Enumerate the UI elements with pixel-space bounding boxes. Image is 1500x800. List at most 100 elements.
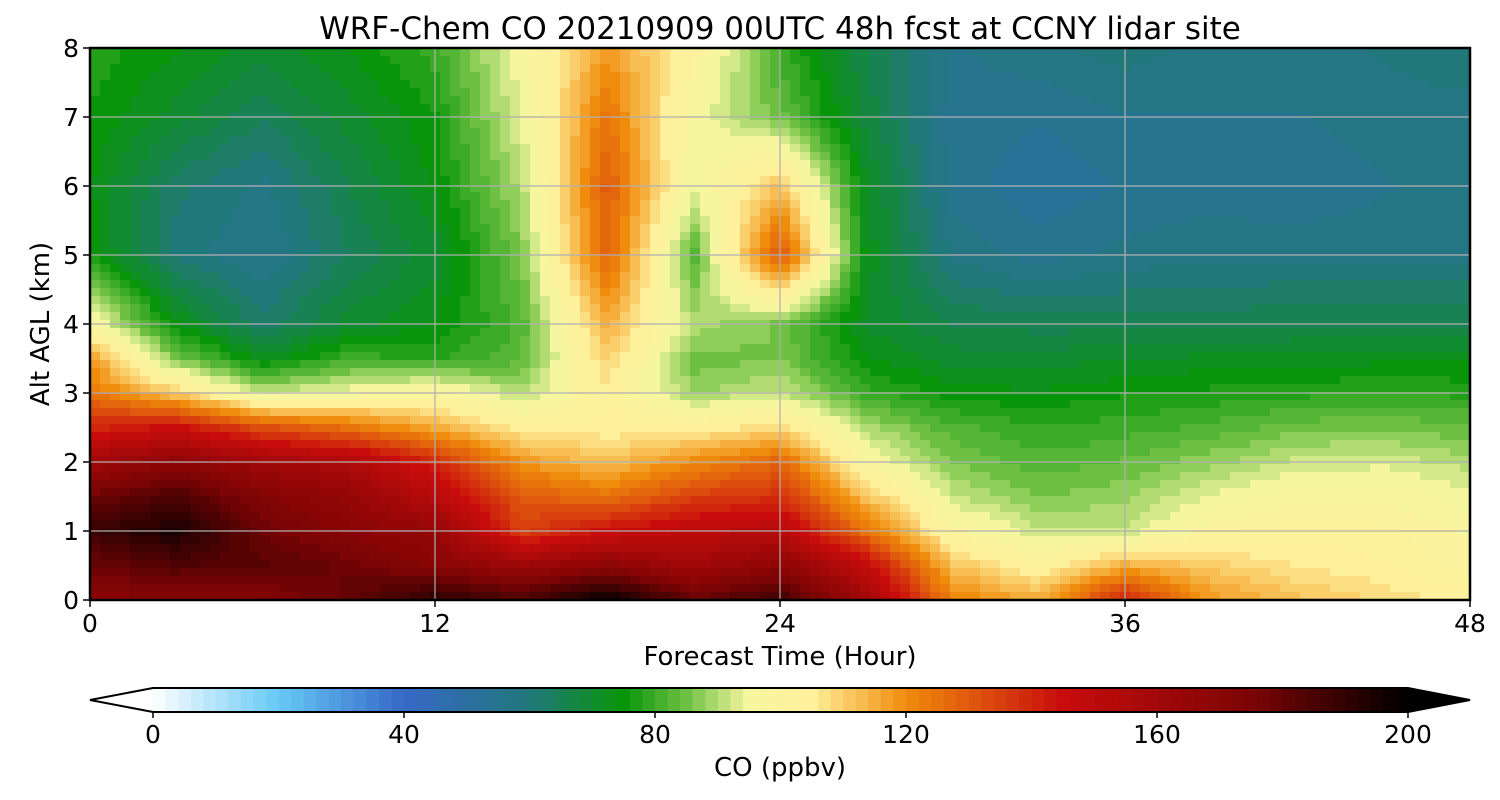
field-cell xyxy=(170,160,181,169)
field-cell xyxy=(1180,200,1191,209)
field-cell xyxy=(180,104,191,113)
field-cell xyxy=(810,88,821,97)
field-cell xyxy=(540,272,551,281)
field-cell xyxy=(140,216,151,225)
field-cell xyxy=(1330,176,1341,185)
field-cell xyxy=(980,168,991,177)
field-cell xyxy=(1200,240,1211,249)
field-cell xyxy=(440,304,451,313)
field-cell xyxy=(700,56,711,65)
field-cell xyxy=(450,144,461,153)
field-cell xyxy=(200,120,211,129)
field-cell xyxy=(730,192,741,201)
field-cell xyxy=(510,256,521,265)
field-cell xyxy=(700,240,711,249)
field-cell xyxy=(1110,56,1121,65)
field-cell xyxy=(1300,280,1311,289)
field-cell xyxy=(780,224,791,233)
field-cell xyxy=(1040,80,1051,89)
field-cell xyxy=(760,232,771,241)
field-cell xyxy=(450,224,461,233)
field-cell xyxy=(1080,56,1091,65)
field-cell xyxy=(1210,168,1221,177)
field-cell xyxy=(1160,72,1171,81)
field-cell xyxy=(520,288,531,297)
field-cell xyxy=(670,104,681,113)
field-cell xyxy=(920,144,931,153)
field-cell xyxy=(830,232,841,241)
field-cell xyxy=(1230,168,1241,177)
field-cell xyxy=(1320,248,1331,257)
field-cell xyxy=(1240,112,1251,121)
field-cell xyxy=(690,328,701,337)
field-cell xyxy=(760,88,771,97)
field-cell xyxy=(1420,48,1431,57)
field-cell xyxy=(1260,64,1271,73)
field-cell xyxy=(990,64,1001,73)
field-cell xyxy=(600,240,611,249)
field-cell xyxy=(710,168,721,177)
field-cell xyxy=(1420,296,1431,305)
field-cell xyxy=(460,304,471,313)
field-cell xyxy=(980,296,991,305)
field-cell xyxy=(1260,240,1271,249)
field-cell xyxy=(800,80,811,89)
field-cell xyxy=(720,88,731,97)
field-cell xyxy=(930,72,941,81)
field-cell xyxy=(930,112,941,121)
field-cell xyxy=(1140,72,1151,81)
field-cell xyxy=(90,216,101,225)
field-cell xyxy=(200,104,211,113)
field-cell xyxy=(220,256,231,265)
field-cell xyxy=(1330,120,1341,129)
field-cell xyxy=(170,128,181,137)
field-cell xyxy=(290,288,301,297)
field-cell xyxy=(190,80,201,89)
field-cell xyxy=(920,224,931,233)
field-cell xyxy=(1420,328,1431,337)
field-cell xyxy=(800,240,811,249)
field-cell xyxy=(1080,248,1091,257)
field-cell xyxy=(230,120,241,129)
field-cell xyxy=(140,152,151,161)
field-cell xyxy=(260,160,271,169)
field-cell xyxy=(1260,80,1271,89)
field-cell xyxy=(340,240,351,249)
field-cell xyxy=(330,288,341,297)
field-cell xyxy=(450,96,461,105)
field-cell xyxy=(890,136,901,145)
field-cell xyxy=(1100,240,1111,249)
field-cell xyxy=(690,136,701,145)
field-cell xyxy=(270,280,281,289)
field-cell xyxy=(210,328,221,337)
field-cell xyxy=(1130,120,1141,129)
field-cell xyxy=(620,104,631,113)
field-cell xyxy=(880,144,891,153)
field-cell xyxy=(420,192,431,201)
field-cell xyxy=(980,64,991,73)
field-cell xyxy=(230,128,241,137)
field-cell xyxy=(730,176,741,185)
field-cell xyxy=(1440,256,1451,265)
field-cell xyxy=(1130,48,1141,57)
field-cell xyxy=(1390,184,1401,193)
field-cell xyxy=(1370,88,1381,97)
field-cell xyxy=(410,136,421,145)
field-cell xyxy=(580,168,591,177)
field-cell xyxy=(1220,240,1231,249)
field-cell xyxy=(340,184,351,193)
field-cell xyxy=(660,112,671,121)
field-cell xyxy=(700,264,711,273)
field-cell xyxy=(330,80,341,89)
field-cell xyxy=(1090,120,1101,129)
field-cell xyxy=(260,96,271,105)
field-cell xyxy=(1110,272,1121,281)
field-cell xyxy=(1020,256,1031,265)
field-cell xyxy=(1020,160,1031,169)
field-cell xyxy=(900,152,911,161)
field-cell xyxy=(1030,280,1041,289)
field-cell xyxy=(540,120,551,129)
field-cell xyxy=(110,232,121,241)
field-cell xyxy=(550,152,561,161)
field-cell xyxy=(160,72,171,81)
